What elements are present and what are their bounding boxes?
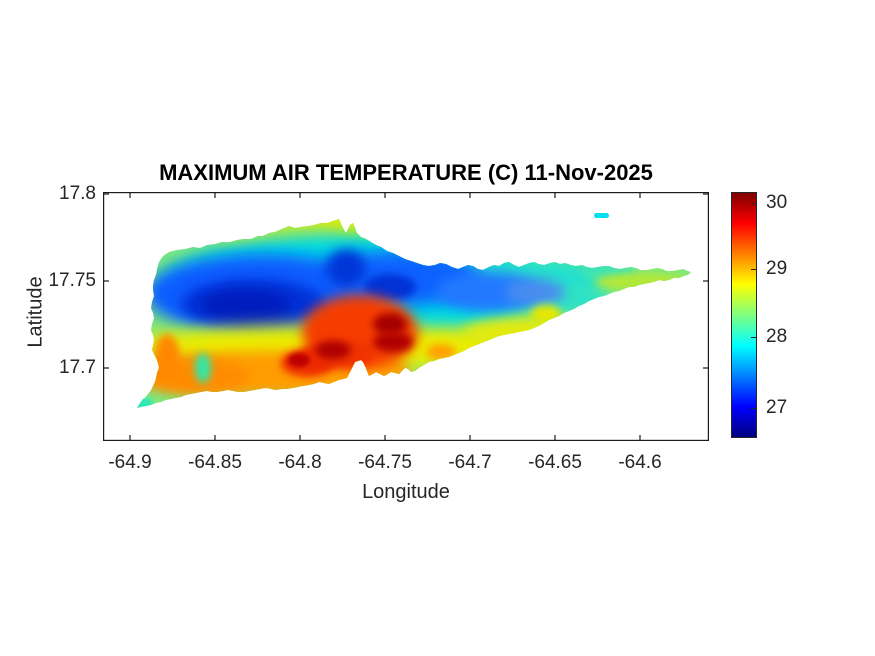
- colorbar-tick-label: 30: [766, 192, 788, 213]
- offshore-islet-patch: [594, 213, 609, 218]
- colorbar-tick-mark: [751, 203, 756, 204]
- x-tick-label: -64.75: [358, 452, 412, 473]
- colorbar-tick-label: 27: [766, 397, 788, 418]
- x-axis-label: Longitude: [362, 481, 450, 503]
- colorbar-tick-mark: [751, 408, 756, 409]
- plot-title: MAXIMUM AIR TEMPERATURE (C) 11-Nov-2025: [159, 160, 653, 185]
- colorbar-tick-label: 29: [766, 258, 788, 279]
- y-tick-label: 17.75: [48, 270, 96, 291]
- colorbar-tick-mark: [751, 337, 756, 338]
- x-tick-label: -64.85: [188, 452, 242, 473]
- colorbar-tick-label: 28: [766, 326, 788, 347]
- x-tick-label: -64.6: [618, 452, 662, 473]
- temperature-contour-island: [137, 219, 691, 408]
- plot-area: [103, 192, 709, 441]
- plot-border: [103, 192, 709, 441]
- colorbar: [731, 192, 757, 438]
- x-tick-label: -64.7: [448, 452, 492, 473]
- x-tick-label: -64.65: [528, 452, 582, 473]
- x-tick-label: -64.9: [108, 452, 152, 473]
- y-tick-label: 17.8: [59, 183, 96, 204]
- contour-map-svg: [103, 192, 709, 441]
- colorbar-tick-mark: [751, 269, 756, 270]
- y-tick-label: 17.7: [59, 357, 96, 378]
- x-tick-label: -64.8: [278, 452, 322, 473]
